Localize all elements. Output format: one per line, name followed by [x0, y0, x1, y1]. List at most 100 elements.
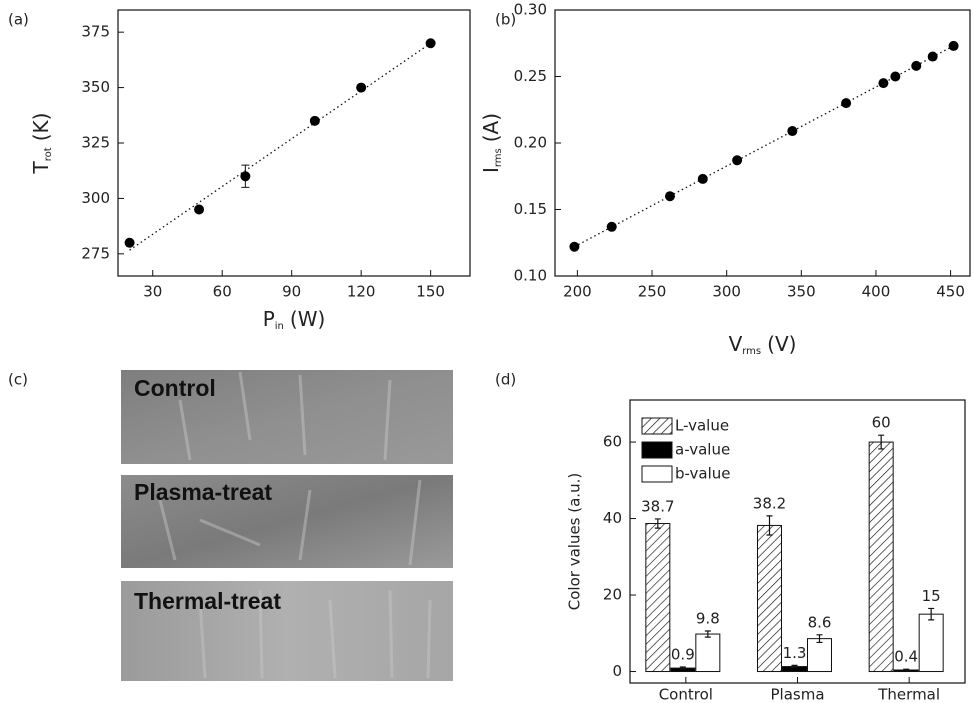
x-axis-label-main: V: [729, 332, 743, 356]
point: [606, 221, 617, 232]
y-tick-label: 300: [81, 189, 110, 207]
legend-swatch: [641, 417, 673, 435]
error-bar: [704, 630, 711, 638]
x-tick-label: 450: [936, 283, 965, 301]
y-axis-label-unit: (K): [29, 113, 53, 142]
panel-label: (a): [8, 11, 29, 29]
point: [425, 38, 436, 49]
legend-swatch: [641, 441, 673, 459]
x-tick-label: 200: [563, 283, 592, 301]
point: [841, 98, 852, 109]
y-tick-label: 275: [81, 244, 110, 262]
y-tick-label: 0.20: [514, 134, 547, 152]
y-axis-label-sub: rot: [43, 147, 54, 161]
x-axis-label-sub: in: [275, 321, 284, 332]
bar: [807, 638, 832, 673]
y-axis-label-unit: (A): [479, 113, 503, 142]
x-tick-label: 300: [712, 283, 741, 301]
bar: [757, 524, 782, 673]
x-tick-label: 350: [787, 283, 816, 301]
photo-label: Control: [134, 375, 216, 401]
point: [732, 155, 743, 166]
y-tick-label: 325: [81, 134, 110, 152]
photo-texture: [158, 371, 432, 679]
y-tick-label: 20: [603, 586, 622, 604]
x-tick-label: 90: [282, 283, 301, 301]
y-tick-label: 0.30: [514, 1, 547, 19]
photo-label: Thermal-treat: [134, 588, 281, 614]
trend-line: [129, 42, 431, 251]
point: [309, 115, 320, 126]
x-axis-label-sub: rms: [742, 346, 761, 357]
value-label: 38.7: [641, 497, 674, 515]
panel-label: (b): [495, 11, 516, 29]
error-bar: [878, 434, 885, 450]
value-label: 9.8: [696, 609, 720, 627]
bar: [645, 523, 671, 673]
x-tick-label: 60: [213, 283, 232, 301]
error-bar: [654, 518, 661, 529]
x-tick-label: Thermal: [877, 686, 940, 703]
x-tick-label: 120: [347, 283, 376, 301]
photo: [121, 370, 453, 464]
bar: [868, 441, 894, 673]
legend-label: L-value: [675, 417, 729, 435]
x-axis-label: Pin (W): [263, 307, 326, 333]
error-bar: [928, 607, 935, 621]
point: [927, 51, 938, 62]
photo: [121, 581, 453, 681]
legend-swatch: [641, 465, 673, 483]
error-bar: [816, 634, 823, 644]
y-tick-label: 0.25: [514, 67, 547, 85]
legend-label: b-value: [675, 465, 731, 483]
bar: [918, 613, 944, 673]
y-tick-label: 0.10: [514, 267, 547, 285]
plot-frame: [117, 9, 471, 277]
y-tick-label: 375: [81, 23, 110, 41]
x-tick-label: Plasma: [770, 686, 824, 703]
error-bar: [791, 664, 798, 669]
x-axis-label-main: P: [263, 307, 275, 331]
value-label: 8.6: [808, 613, 832, 631]
y-tick-label: 0.15: [514, 200, 547, 218]
error-bar: [766, 515, 773, 536]
point: [948, 40, 959, 51]
point: [890, 71, 901, 82]
point: [911, 60, 922, 71]
y-axis-label-main: I: [479, 167, 503, 173]
point: [240, 171, 251, 182]
y-axis-label: Irms (A): [479, 113, 505, 173]
value-label: 0.9: [671, 645, 695, 663]
panel-label: (d): [495, 371, 516, 389]
value-label: 0.4: [894, 648, 918, 666]
point: [664, 191, 675, 202]
point: [787, 126, 798, 137]
error-bar: [903, 668, 910, 672]
y-tick-label: 60: [603, 433, 622, 451]
x-tick-label: 250: [638, 283, 667, 301]
x-tick-label: 150: [416, 283, 445, 301]
x-tick-label: Control: [659, 686, 713, 703]
photo-label: Plasma-treat: [134, 479, 272, 505]
y-tick-label: 350: [81, 78, 110, 96]
y-axis-label: Trot (K): [29, 113, 55, 175]
x-tick-label: 30: [143, 283, 162, 301]
value-label: 1.3: [783, 644, 807, 662]
x-tick-label: 400: [862, 283, 891, 301]
point: [124, 237, 135, 248]
photo: [121, 475, 453, 568]
y-axis-label-sub: rms: [493, 148, 504, 167]
y-axis-label: Color values (a.u.): [566, 473, 584, 610]
y-tick-label: 0: [612, 662, 622, 680]
bar: [695, 633, 721, 673]
value-label: 60: [872, 414, 891, 432]
point: [697, 173, 708, 184]
value-label: 15: [922, 587, 941, 605]
panel-label: (c): [8, 371, 28, 389]
x-axis-label: Vrms (V): [729, 332, 797, 358]
point: [194, 204, 205, 215]
y-axis-label-main: T: [29, 160, 53, 174]
point: [878, 78, 889, 89]
photo-panel: [121, 370, 453, 681]
